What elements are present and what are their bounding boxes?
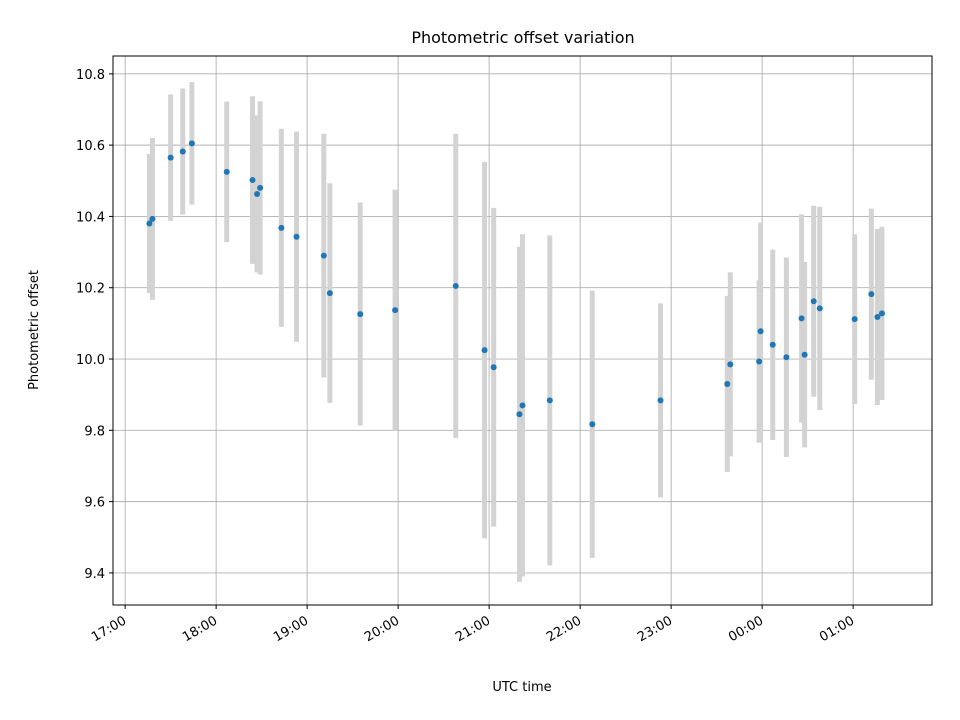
chart-title: Photometric offset variation <box>411 28 634 47</box>
data-point <box>278 224 285 231</box>
data-point <box>293 233 300 240</box>
data-point <box>874 313 881 320</box>
data-point <box>254 190 261 197</box>
data-point <box>320 252 327 259</box>
y-tick-label: 10.0 <box>76 353 105 368</box>
x-tick-label: 01:00 <box>817 613 857 645</box>
x-tick-label: 00:00 <box>726 613 766 645</box>
y-tick-label: 9.8 <box>84 424 105 439</box>
data-point <box>223 168 230 175</box>
data-point <box>257 184 264 191</box>
data-point <box>326 290 333 297</box>
error-bars <box>146 82 885 582</box>
data-point <box>769 341 776 348</box>
data-point <box>810 298 817 305</box>
y-tick-label: 9.4 <box>84 567 105 582</box>
x-tick-label: 18:00 <box>180 613 220 645</box>
x-tick-label: 20:00 <box>362 613 402 645</box>
data-point <box>756 358 763 365</box>
data-point <box>179 148 186 155</box>
y-tick-label: 9.6 <box>84 496 105 511</box>
data-point <box>868 291 875 298</box>
data-point <box>783 354 790 361</box>
y-tick-label: 10.4 <box>76 210 105 225</box>
data-point <box>149 215 156 222</box>
data-point <box>392 307 399 314</box>
data-point <box>589 421 596 428</box>
plot-frame <box>112 55 933 606</box>
y-tick-label: 10.2 <box>76 282 105 297</box>
y-tick-label: 10.8 <box>76 68 105 83</box>
data-point <box>727 361 734 368</box>
y-axis-ticks: 9.4 9.6 9.8 10.0 10.2 10.4 10.6 10.8 <box>76 68 113 582</box>
data-point <box>516 411 523 418</box>
data-point <box>519 402 526 409</box>
x-tick-label: 19:00 <box>271 613 311 645</box>
data-point <box>724 380 731 387</box>
data-point <box>357 311 364 318</box>
data-point <box>546 397 553 404</box>
data-point <box>851 316 858 323</box>
x-tick-label: 17:00 <box>89 613 129 645</box>
data-point <box>481 347 488 354</box>
data-point <box>801 351 808 358</box>
data-point <box>798 315 805 322</box>
x-axis-ticks: 17:00 18:00 19:00 20:00 21:00 22:00 23:00 00:00… <box>89 605 857 645</box>
data-point <box>878 310 885 317</box>
x-axis-label: UTC time <box>492 680 551 695</box>
y-axis-label: Photometric offset <box>27 270 42 390</box>
x-tick-label: 21:00 <box>453 613 493 645</box>
data-point <box>249 177 256 184</box>
data-point <box>188 140 195 147</box>
data-point <box>757 328 764 335</box>
y-tick-label: 10.6 <box>76 139 105 154</box>
x-tick-label: 22:00 <box>544 613 584 645</box>
data-point <box>452 282 459 289</box>
data-point <box>490 364 497 371</box>
data-point <box>816 305 823 312</box>
data-point <box>167 154 174 161</box>
data-point <box>657 397 664 404</box>
x-tick-label: 23:00 <box>635 613 675 645</box>
data-point <box>146 220 153 227</box>
data-points <box>146 140 885 428</box>
